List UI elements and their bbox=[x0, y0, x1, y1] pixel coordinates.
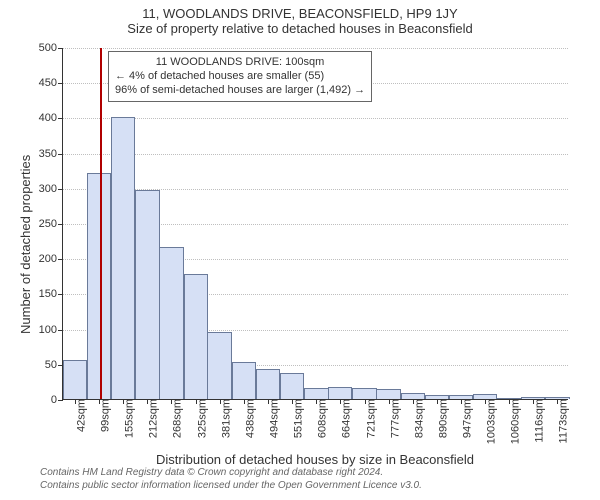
histogram-bar bbox=[63, 360, 87, 399]
y-tick-label: 300 bbox=[39, 183, 63, 195]
histogram-bar bbox=[304, 388, 328, 399]
x-tick-label: 777sqm bbox=[383, 399, 401, 438]
x-tick-label: 155sqm bbox=[118, 399, 136, 438]
x-axis-label: Distribution of detached houses by size … bbox=[62, 452, 568, 467]
histogram-bar bbox=[207, 332, 231, 399]
x-tick-label: 947sqm bbox=[456, 399, 474, 438]
x-tick-label: 551sqm bbox=[287, 399, 305, 438]
histogram-bar bbox=[376, 389, 400, 399]
callout-line: 96% of semi-detached houses are larger (… bbox=[115, 84, 365, 98]
page-subtitle: Size of property relative to detached ho… bbox=[0, 21, 600, 36]
y-tick-label: 500 bbox=[39, 42, 63, 54]
x-tick-label: 381sqm bbox=[214, 399, 232, 438]
y-tick-label: 450 bbox=[39, 77, 63, 89]
footer-line1: Contains HM Land Registry data © Crown c… bbox=[40, 466, 422, 479]
histogram-bar bbox=[111, 117, 135, 399]
y-tick-label: 100 bbox=[39, 324, 63, 336]
histogram-bar bbox=[256, 369, 280, 399]
x-tick-label: 325sqm bbox=[190, 399, 208, 438]
callout-line: 11 WOODLANDS DRIVE: 100sqm bbox=[115, 56, 365, 70]
chart-plot: 05010015020025030035040045050042sqm99sqm… bbox=[62, 48, 568, 400]
histogram-bar bbox=[184, 274, 208, 399]
y-tick-label: 50 bbox=[45, 359, 63, 371]
x-tick-label: 834sqm bbox=[407, 399, 425, 438]
gridline bbox=[63, 118, 568, 119]
x-tick-label: 99sqm bbox=[94, 399, 112, 432]
footer-attribution: Contains HM Land Registry data © Crown c… bbox=[40, 466, 422, 492]
y-tick-label: 0 bbox=[51, 394, 63, 406]
gridline bbox=[63, 154, 568, 155]
y-tick-label: 350 bbox=[39, 148, 63, 160]
plot-area: 05010015020025030035040045050042sqm99sqm… bbox=[62, 48, 568, 400]
highlight-marker bbox=[100, 48, 102, 399]
x-tick-label: 1116sqm bbox=[528, 399, 546, 443]
histogram-bar bbox=[352, 388, 376, 399]
x-tick-label: 1173sqm bbox=[552, 399, 570, 443]
y-tick-label: 200 bbox=[39, 253, 63, 265]
x-tick-label: 494sqm bbox=[262, 399, 280, 438]
x-tick-label: 721sqm bbox=[359, 399, 377, 438]
x-tick-label: 268sqm bbox=[166, 399, 184, 438]
page-title: 11, WOODLANDS DRIVE, BEACONSFIELD, HP9 1… bbox=[0, 0, 600, 21]
y-axis-label: Number of detached properties bbox=[18, 155, 33, 334]
x-tick-label: 1060sqm bbox=[504, 399, 522, 444]
footer-line2: Contains public sector information licen… bbox=[40, 479, 422, 492]
x-tick-label: 664sqm bbox=[335, 399, 353, 438]
callout-box: 11 WOODLANDS DRIVE: 100sqm← 4% of detach… bbox=[108, 51, 372, 102]
x-tick-label: 42sqm bbox=[69, 399, 87, 432]
callout-line: ← 4% of detached houses are smaller (55) bbox=[115, 70, 365, 84]
histogram-bar bbox=[159, 247, 183, 399]
x-tick-label: 212sqm bbox=[142, 399, 160, 438]
x-tick-label: 890sqm bbox=[431, 399, 449, 438]
x-tick-label: 608sqm bbox=[311, 399, 329, 438]
chart-container: 11, WOODLANDS DRIVE, BEACONSFIELD, HP9 1… bbox=[0, 0, 600, 500]
x-tick-label: 1003sqm bbox=[479, 399, 497, 444]
gridline bbox=[63, 48, 568, 49]
histogram-bar bbox=[232, 362, 256, 399]
y-tick-label: 250 bbox=[39, 218, 63, 230]
histogram-bar bbox=[135, 190, 159, 399]
x-tick-label: 438sqm bbox=[238, 399, 256, 438]
y-tick-label: 150 bbox=[39, 288, 63, 300]
histogram-bar bbox=[280, 373, 304, 399]
y-tick-label: 400 bbox=[39, 112, 63, 124]
histogram-bar bbox=[328, 387, 352, 399]
